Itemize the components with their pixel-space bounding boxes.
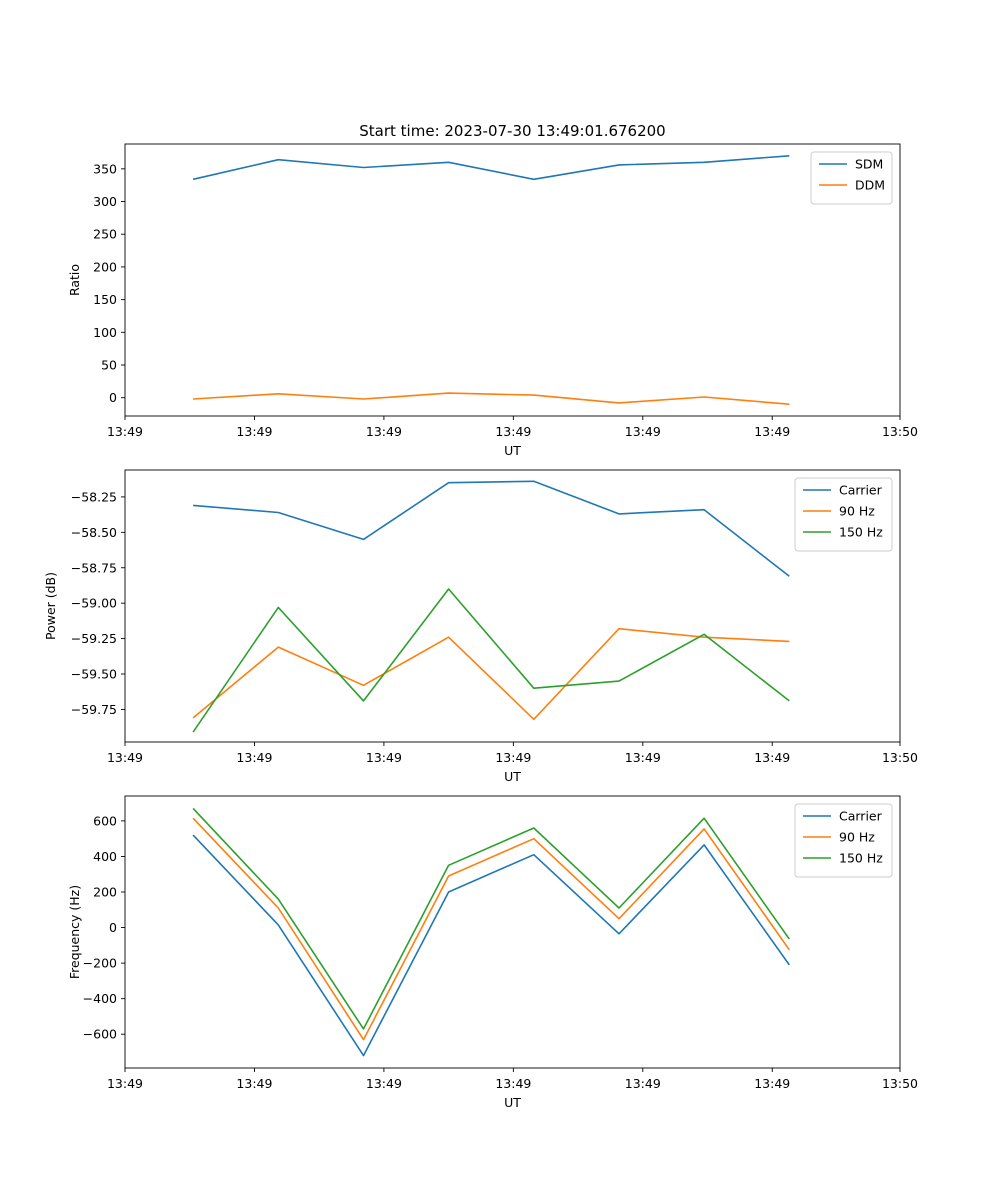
- x-tick-label: 13:49: [107, 424, 143, 439]
- x-tick-label: 13:50: [882, 750, 918, 765]
- legend-label: 90 Hz: [839, 504, 875, 519]
- series-line-90-hz: [192, 627, 790, 721]
- y-tick-label: −600: [83, 1027, 117, 1042]
- x-tick-label: 13:49: [754, 424, 790, 439]
- y-tick-label: 100: [93, 325, 117, 340]
- y-tick-label: 150: [93, 292, 117, 307]
- legend-label: 150 Hz: [839, 525, 883, 540]
- y-tick-label: 250: [93, 227, 117, 242]
- y-tick-label: 50: [101, 358, 117, 373]
- x-tick-label: 13:49: [625, 750, 661, 765]
- y-tick-label: −58.50: [71, 525, 117, 540]
- y-tick-label: −400: [83, 991, 117, 1006]
- y-tick-label: −59.25: [71, 631, 117, 646]
- series-line-sdm: [192, 155, 790, 181]
- axes-frame: [124, 143, 901, 417]
- y-tick-label: −58.25: [71, 489, 117, 504]
- legend-label: Carrier: [839, 483, 883, 498]
- y-tick-label: −200: [83, 956, 117, 971]
- legend-label: Carrier: [839, 809, 883, 824]
- axes-frame: [124, 469, 901, 743]
- x-tick-label: 13:49: [366, 1076, 402, 1091]
- series-line-150-hz: [192, 588, 790, 733]
- series-line-carrier: [192, 834, 790, 1057]
- y-tick-label: −59.00: [71, 596, 117, 611]
- subplot-1: 13:49 13:49 13:49 13:49 13:49 13:49 13:50 0 50 10…: [67, 122, 918, 458]
- legend: Carrier 90 Hz 150 Hz: [794, 477, 893, 552]
- legend-label: DDM: [855, 178, 885, 193]
- y-tick-label: 200: [93, 259, 117, 274]
- x-tick-label: 13:49: [236, 1076, 272, 1091]
- legend: Carrier 90 Hz 150 Hz: [794, 803, 893, 878]
- legend-box: [810, 151, 893, 205]
- x-tick-label: 13:49: [495, 424, 531, 439]
- legend-label: SDM: [855, 157, 883, 172]
- x-tick-label: 13:49: [236, 750, 272, 765]
- axes-frame: [124, 795, 901, 1069]
- x-axis-label: UT: [504, 769, 521, 784]
- y-tick-label: 0: [109, 920, 117, 935]
- x-tick-label: 13:50: [882, 1076, 918, 1091]
- y-tick-label: 300: [93, 194, 117, 209]
- series-line-ddm: [193, 392, 790, 405]
- x-tick-label: 13:49: [625, 424, 661, 439]
- y-axis-label: Power (dB): [43, 572, 58, 640]
- y-tick-label: 0: [109, 390, 117, 405]
- subplot-2: 13:49 13:49 13:49 13:49 13:49 13:49 13:50 −59.7…: [43, 469, 918, 784]
- y-tick-label: −59.75: [71, 702, 117, 717]
- chart-title: Start time: 2023-07-30 13:49:01.676200: [359, 122, 665, 140]
- series-line-150-hz: [192, 807, 790, 1030]
- x-tick-label: 13:49: [366, 424, 402, 439]
- series-line-90-hz: [192, 817, 790, 1041]
- y-tick-label: 350: [93, 161, 117, 176]
- x-tick-label: 13:49: [495, 750, 531, 765]
- series-line-carrier: [193, 480, 790, 577]
- y-tick-label: −58.75: [71, 560, 117, 575]
- legend-label: 150 Hz: [839, 851, 883, 866]
- x-tick-label: 13:49: [107, 1076, 143, 1091]
- x-tick-label: 13:49: [625, 1076, 661, 1091]
- x-tick-label: 13:49: [236, 424, 272, 439]
- y-axis-label: Ratio: [67, 264, 82, 296]
- x-axis-label: UT: [504, 443, 521, 458]
- legend-label: 90 Hz: [839, 830, 875, 845]
- x-tick-label: 13:49: [107, 750, 143, 765]
- x-tick-label: 13:49: [754, 750, 790, 765]
- y-tick-label: −59.50: [71, 667, 117, 682]
- y-tick-label: 400: [93, 849, 117, 864]
- x-tick-label: 13:49: [754, 1076, 790, 1091]
- y-tick-label: 600: [93, 813, 117, 828]
- x-tick-label: 13:49: [366, 750, 402, 765]
- x-tick-label: 13:49: [495, 1076, 531, 1091]
- y-axis-label: Frequency (Hz): [67, 885, 82, 979]
- legend: SDM DDM: [810, 151, 893, 205]
- subplot-3: 13:49 13:49 13:49 13:49 13:49 13:49 13:50 −600 −…: [67, 795, 918, 1110]
- x-axis-label: UT: [504, 1095, 521, 1110]
- y-tick-label: 200: [93, 885, 117, 900]
- x-tick-label: 13:50: [882, 424, 918, 439]
